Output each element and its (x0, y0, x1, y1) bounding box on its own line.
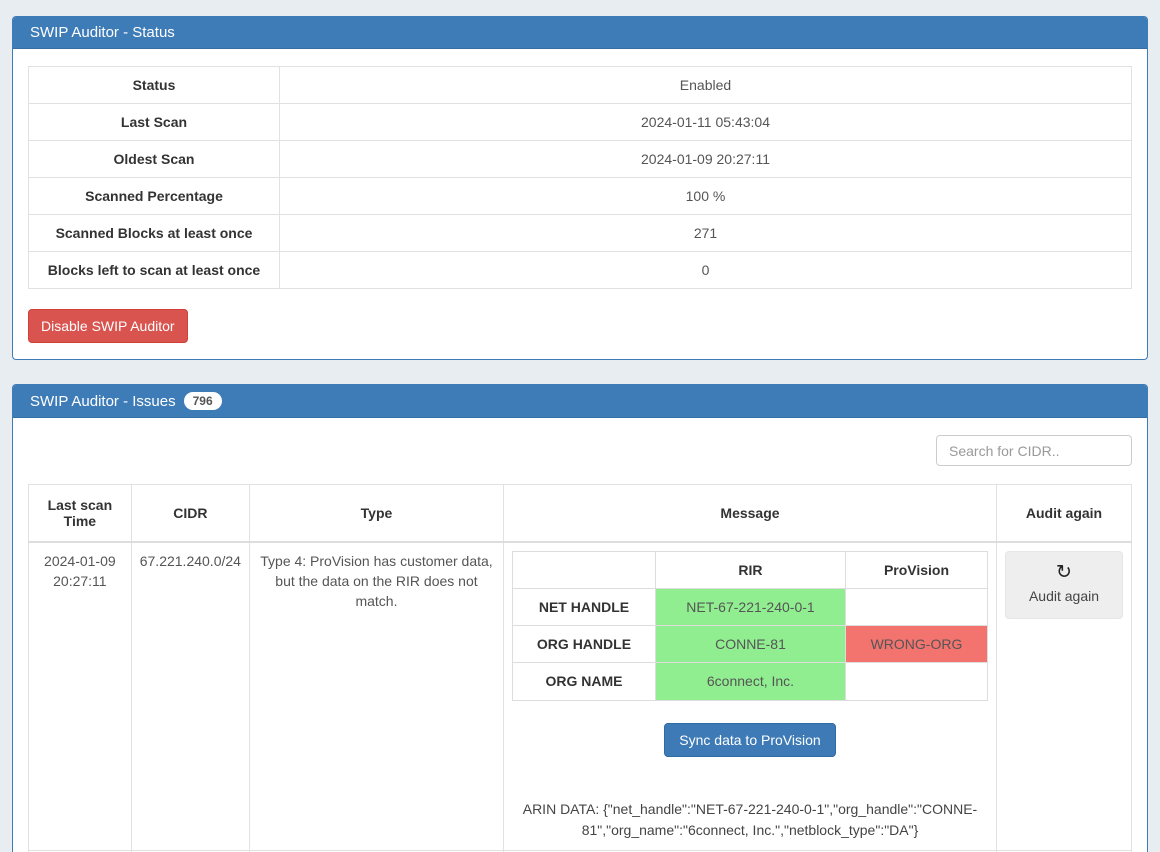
table-row: Last Scan 2024-01-11 05:43:04 (28, 103, 1132, 141)
col-header-last-scan-time: Last scan Time (28, 484, 132, 543)
table-row: Status Enabled (28, 66, 1132, 104)
scanned-percentage-label: Scanned Percentage (28, 177, 280, 215)
scanned-percentage-value: 100 % (279, 177, 1132, 215)
issues-count-badge: 796 (183, 392, 222, 410)
last-scan-value: 2024-01-11 05:43:04 (279, 103, 1132, 141)
oldest-scan-label: Oldest Scan (28, 140, 280, 178)
issues-panel-body: Last scan Time CIDR Type Message Audit a… (13, 418, 1147, 852)
cidr-search-input[interactable] (936, 435, 1132, 466)
net-handle-rir-value: NET-67-221-240-0-1 (654, 587, 846, 627)
compare-empty-header (511, 550, 656, 589)
rir-provision-compare-table: RIR ProVision NET HANDLE NET-67-221-240-… (511, 550, 988, 701)
net-handle-label: NET HANDLE (511, 587, 656, 627)
org-handle-label: ORG HANDLE (511, 625, 656, 664)
disable-swip-auditor-button[interactable]: Disable SWIP Auditor (28, 309, 188, 343)
audit-again-button-label: Audit again (1028, 587, 1100, 604)
table-row: Blocks left to scan at least once 0 (28, 251, 1132, 289)
issue-message-cell: RIR ProVision NET HANDLE NET-67-221-240-… (502, 540, 997, 852)
org-handle-rir-value: CONNE-81 (654, 625, 846, 664)
issue-audit-cell: ↻ Audit again (995, 540, 1133, 852)
compare-header-row: RIR ProVision (511, 550, 988, 589)
status-value: Enabled (279, 66, 1132, 104)
compare-header-provision: ProVision (844, 550, 988, 589)
issues-panel: SWIP Auditor - Issues 796 Last scan Time… (12, 384, 1148, 852)
status-panel-header: SWIP Auditor - Status (13, 17, 1147, 49)
compare-row-org-name: ORG NAME 6connect, Inc. (511, 662, 988, 701)
col-header-audit-again: Audit again (995, 484, 1133, 543)
compare-row-net-handle: NET HANDLE NET-67-221-240-0-1 (511, 587, 988, 627)
status-table: Status Enabled Last Scan 2024-01-11 05:4… (28, 66, 1132, 289)
oldest-scan-value: 2024-01-09 20:27:11 (279, 140, 1132, 178)
status-panel: SWIP Auditor - Status Status Enabled Las… (12, 16, 1148, 360)
col-header-cidr: CIDR (130, 484, 250, 543)
sync-data-to-provision-button[interactable]: Sync data to ProVision (664, 722, 836, 757)
scanned-blocks-label: Scanned Blocks at least once (28, 214, 280, 252)
blocks-left-label: Blocks left to scan at least once (28, 251, 280, 289)
blocks-left-value: 0 (279, 251, 1132, 289)
issue-type: Type 4: ProVision has customer data, but… (248, 540, 504, 852)
compare-header-rir: RIR (654, 550, 846, 589)
last-scan-label: Last Scan (28, 103, 280, 141)
table-row: Scanned Percentage 100 % (28, 177, 1132, 215)
status-panel-body: Status Enabled Last Scan 2024-01-11 05:4… (13, 49, 1147, 359)
issue-cidr: 67.221.240.0/24 (130, 540, 250, 852)
scanned-blocks-value: 271 (279, 214, 1132, 252)
table-row: Scanned Blocks at least once 271 (28, 214, 1132, 252)
col-header-type: Type (248, 484, 504, 543)
issues-header-row: Last scan Time CIDR Type Message Audit a… (28, 484, 1133, 543)
org-name-provision-value (844, 662, 988, 701)
sync-button-wrap: Sync data to ProVision (512, 722, 988, 757)
status-panel-title: SWIP Auditor - Status (30, 24, 175, 41)
col-header-message: Message (502, 484, 997, 543)
table-row: Oldest Scan 2024-01-09 20:27:11 (28, 140, 1132, 178)
search-row (28, 435, 1132, 466)
arin-data-text: ARIN DATA: {"net_handle":"NET-67-221-240… (522, 800, 978, 839)
org-name-label: ORG NAME (511, 662, 656, 701)
refresh-icon: ↻ (1056, 561, 1072, 583)
org-handle-provision-value: WRONG-ORG (844, 625, 988, 664)
compare-row-org-handle: ORG HANDLE CONNE-81 WRONG-ORG (511, 625, 988, 664)
issue-last-scan-time: 2024-01-09 20:27:11 (28, 540, 132, 852)
issues-table: Last scan Time CIDR Type Message Audit a… (28, 484, 1133, 852)
org-name-rir-value: 6connect, Inc. (654, 662, 846, 701)
audit-again-button[interactable]: ↻ Audit again (1004, 550, 1123, 619)
issues-panel-header: SWIP Auditor - Issues 796 (13, 385, 1147, 418)
issues-panel-title: SWIP Auditor - Issues (30, 392, 176, 410)
net-handle-provision-value (844, 587, 988, 627)
status-label: Status (28, 66, 280, 104)
issue-row: 2024-01-09 20:27:11 67.221.240.0/24 Type… (28, 540, 1133, 852)
table-row-partial (28, 850, 1133, 852)
